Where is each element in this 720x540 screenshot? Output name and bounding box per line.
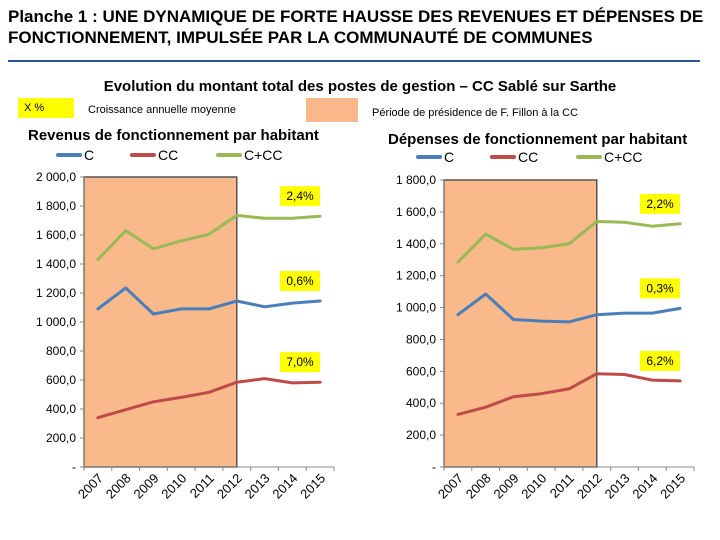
x-tick-label: 2014 — [269, 471, 300, 502]
x-tick-label: 2008 — [463, 471, 494, 502]
growth-callout-box — [280, 186, 320, 207]
y-tick-label: 200,0 — [406, 428, 436, 442]
x-tick-label: 2007 — [435, 471, 466, 502]
y-tick-label: 1 800,0 — [36, 199, 76, 213]
x-tick-label: 2015 — [297, 471, 328, 502]
x-tick-label: 2010 — [158, 471, 189, 502]
growth-callout-box — [280, 352, 320, 373]
chart-title-revenus: Revenus de fonctionnement par habitant — [28, 127, 319, 144]
growth-callout-value: 2,4% — [286, 189, 314, 203]
legend-label: CC — [518, 149, 538, 165]
y-tick-label: - — [432, 460, 436, 474]
y-tick-label: 1 800,0 — [396, 173, 436, 187]
x-tick-label: 2009 — [131, 471, 162, 502]
x-tick-label: 2011 — [547, 471, 577, 501]
growth-callout-box — [640, 278, 680, 299]
y-tick-label: 800,0 — [46, 344, 76, 358]
period-legend-box — [306, 98, 358, 122]
period-legend-label: Période de présidence de F. Fillon à la … — [372, 107, 579, 119]
series-line-c — [456, 292, 682, 324]
page-title: Planche 1 : UNE DYNAMIQUE DE FORTE HAUSS… — [8, 7, 704, 47]
x-tick-label: 2015 — [657, 471, 688, 502]
growth-legend-label: Croissance annuelle moyenne — [88, 104, 236, 116]
y-tick-label: 1 400,0 — [396, 237, 436, 251]
chart-title-depenses: Dépenses de fonctionnement par habitant — [388, 131, 688, 148]
chart-1: - 200,0 400,0 600,0 800,0 1 000,0 1 200,0 1 400… — [396, 149, 695, 502]
y-tick-label: 400,0 — [406, 396, 436, 410]
growth-callout-value: 7,0% — [286, 355, 314, 369]
y-tick-label: 1 000,0 — [396, 301, 436, 315]
series-line-c — [96, 286, 322, 316]
growth-legend-box: X % — [18, 98, 74, 118]
x-tick-label: 2013 — [602, 471, 633, 502]
x-tick-label: 2012 — [214, 471, 245, 502]
growth-callout-value: 6,2% — [646, 354, 674, 368]
x-tick-label: 2008 — [103, 471, 134, 502]
series-line-c-plus-cc — [96, 213, 322, 262]
series-line-cc — [456, 372, 682, 416]
legend-label: C+CC — [604, 149, 643, 165]
y-tick-label: 800,0 — [406, 332, 436, 346]
y-tick-label: 1 200,0 — [36, 286, 76, 300]
presidency-period-band — [443, 179, 598, 468]
legend-label: CC — [158, 147, 178, 163]
growth-callout-box — [640, 193, 680, 214]
y-tick-label: 1 600,0 — [396, 205, 436, 219]
growth-callout-box — [280, 270, 320, 291]
x-tick-label: 2014 — [629, 471, 660, 502]
growth-callout-value: 0,6% — [286, 274, 314, 288]
growth-callout-box — [640, 350, 680, 371]
y-tick-label: 1 000,0 — [36, 315, 76, 329]
legend-label: C — [444, 149, 454, 165]
x-tick-label: 2010 — [518, 471, 549, 502]
page-subtitle: Evolution du montant total des postes de… — [103, 78, 617, 95]
x-tick-label: 2007 — [75, 471, 106, 502]
growth-callout-value: 0,3% — [646, 281, 674, 295]
y-tick-label: 400,0 — [46, 402, 76, 416]
x-tick-label: 2013 — [242, 471, 273, 502]
y-tick-label: 600,0 — [46, 373, 76, 387]
x-tick-label: 2011 — [187, 471, 217, 501]
y-tick-label: 600,0 — [406, 364, 436, 378]
chart-0: - 200,0 400,0 600,0 800,0 1 000,0 1 200,0 1 400… — [36, 147, 335, 502]
legend-label: C+CC — [244, 147, 283, 163]
series-line-c-plus-cc — [456, 220, 682, 264]
x-tick-label: 2009 — [491, 471, 522, 502]
y-tick-label: 1 400,0 — [36, 257, 76, 271]
y-tick-label: 2 000,0 — [36, 170, 76, 184]
growth-callout-value: 2,2% — [646, 197, 674, 211]
legend-label: C — [84, 147, 94, 163]
y-tick-label: 200,0 — [46, 431, 76, 445]
title-divider — [8, 60, 700, 62]
presidency-period-band — [83, 176, 238, 468]
x-tick-label: 2012 — [574, 471, 605, 502]
y-tick-label: - — [72, 460, 76, 474]
y-tick-label: 1 200,0 — [396, 269, 436, 283]
y-tick-label: 1 600,0 — [36, 228, 76, 242]
series-line-cc — [96, 377, 322, 420]
